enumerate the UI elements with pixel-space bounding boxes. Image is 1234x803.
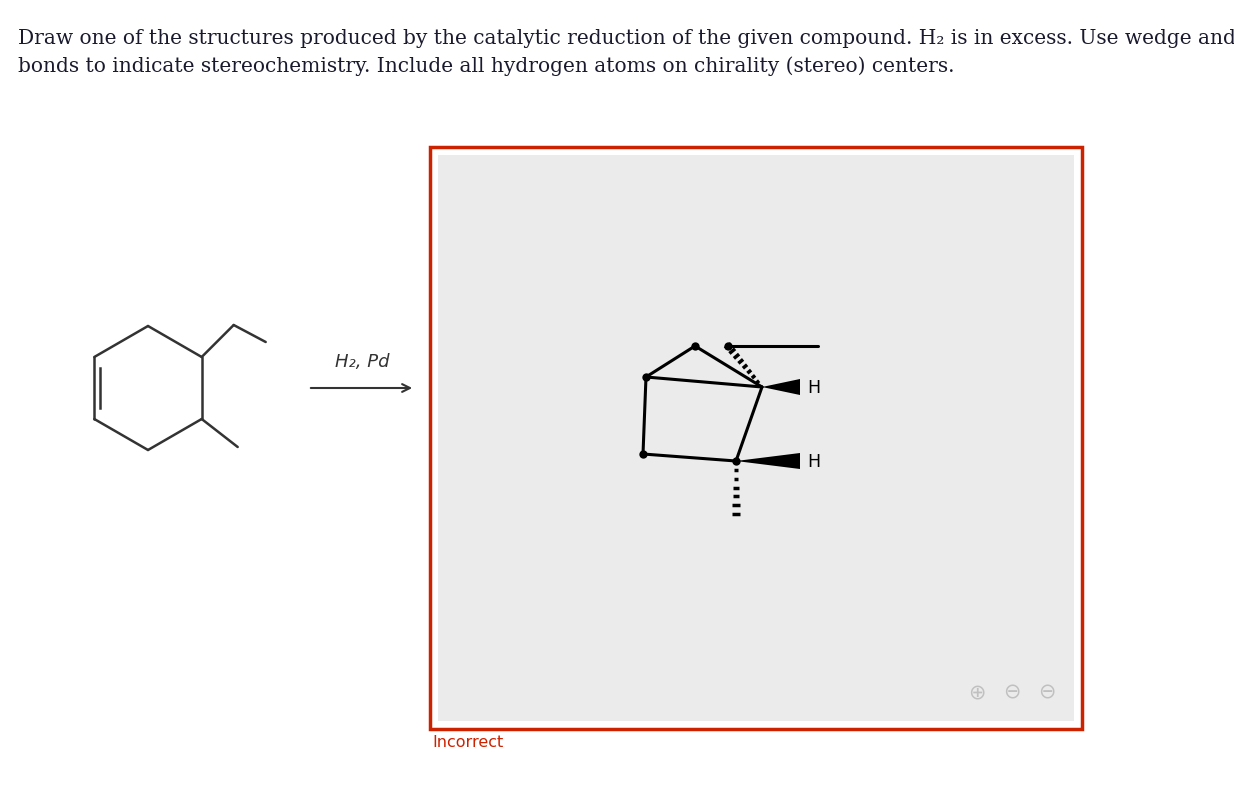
Text: Draw one of the structures produced by the catalytic reduction of the given comp: Draw one of the structures produced by t…	[19, 29, 1234, 48]
Text: ⊖: ⊖	[1038, 681, 1056, 701]
Text: ⊖: ⊖	[1003, 681, 1021, 701]
Polygon shape	[763, 380, 800, 396]
Bar	[438, 156, 1074, 721]
Polygon shape	[735, 454, 800, 470]
Text: H: H	[807, 452, 821, 471]
Text: bonds to indicate stereochemistry. Include all hydrogen atoms on chirality (ster: bonds to indicate stereochemistry. Inclu…	[19, 56, 955, 75]
Text: H: H	[807, 378, 821, 397]
Bar	[429, 148, 1082, 729]
Text: Incorrect: Incorrect	[432, 734, 503, 749]
Text: ⊕: ⊕	[969, 681, 986, 701]
Text: H₂, Pd: H₂, Pd	[334, 353, 389, 370]
